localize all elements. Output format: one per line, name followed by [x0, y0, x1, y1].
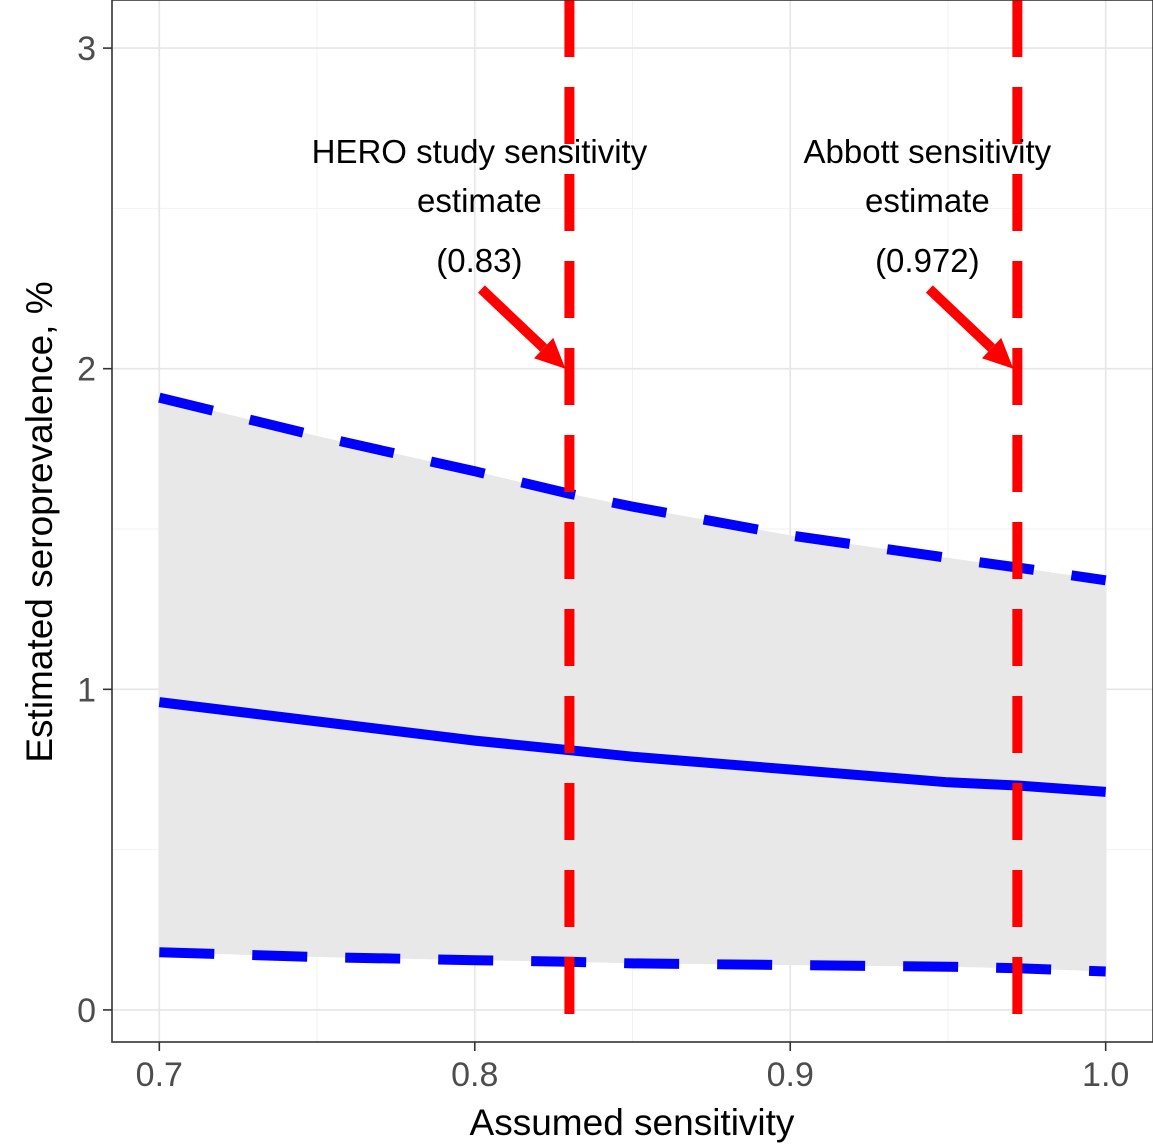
y-tick-label: 3	[77, 30, 96, 68]
reference-arrow-shaft-2	[925, 285, 996, 352]
reference-label-2-line-3: (0.972)	[875, 242, 980, 279]
y-axis-ticks: 0 1 2 3	[77, 30, 112, 1030]
reference-arrow-shaft-1	[477, 285, 548, 352]
y-tick-label: 2	[77, 351, 96, 389]
y-axis-title: Estimated seroprevalence, %	[19, 281, 60, 762]
reference-label-2-line-2: estimate	[865, 182, 990, 219]
x-tick-label: 0.7	[136, 1056, 183, 1094]
series-lines	[158, 392, 1107, 977]
ribbon-area	[159, 397, 1106, 972]
x-tick-label: 1.0	[1082, 1056, 1129, 1094]
reference-label-2-line-1: Abbott sensitivity	[804, 133, 1052, 170]
plot-panel-border	[111, 0, 1153, 1043]
series-line-lower-bound	[159, 947, 1106, 977]
reference-label-1-line-1: HERO study sensitivity	[312, 133, 648, 170]
series-line-estimate	[158, 697, 1107, 797]
reference-arrow-head-1	[534, 337, 566, 369]
y-tick-label: 1	[77, 671, 96, 709]
reference-arrow-head-2	[981, 337, 1014, 369]
x-tick-label: 0.9	[767, 1056, 814, 1094]
x-axis-title: Assumed sensitivity	[470, 1102, 795, 1143]
x-tick-label: 0.8	[451, 1056, 498, 1094]
reference-label-1-line-2: estimate	[417, 182, 542, 219]
confidence-ribbon	[159, 397, 1106, 972]
y-tick-label: 0	[77, 992, 96, 1030]
series-line-upper-bound	[158, 392, 1107, 586]
reference-label-1-line-3: (0.83)	[436, 242, 522, 279]
annotations: HERO study sensitivity estimate (0.83) Abbo…	[312, 133, 1052, 369]
x-axis-ticks: 0.7 0.8 0.9 1.0	[136, 1042, 1129, 1094]
